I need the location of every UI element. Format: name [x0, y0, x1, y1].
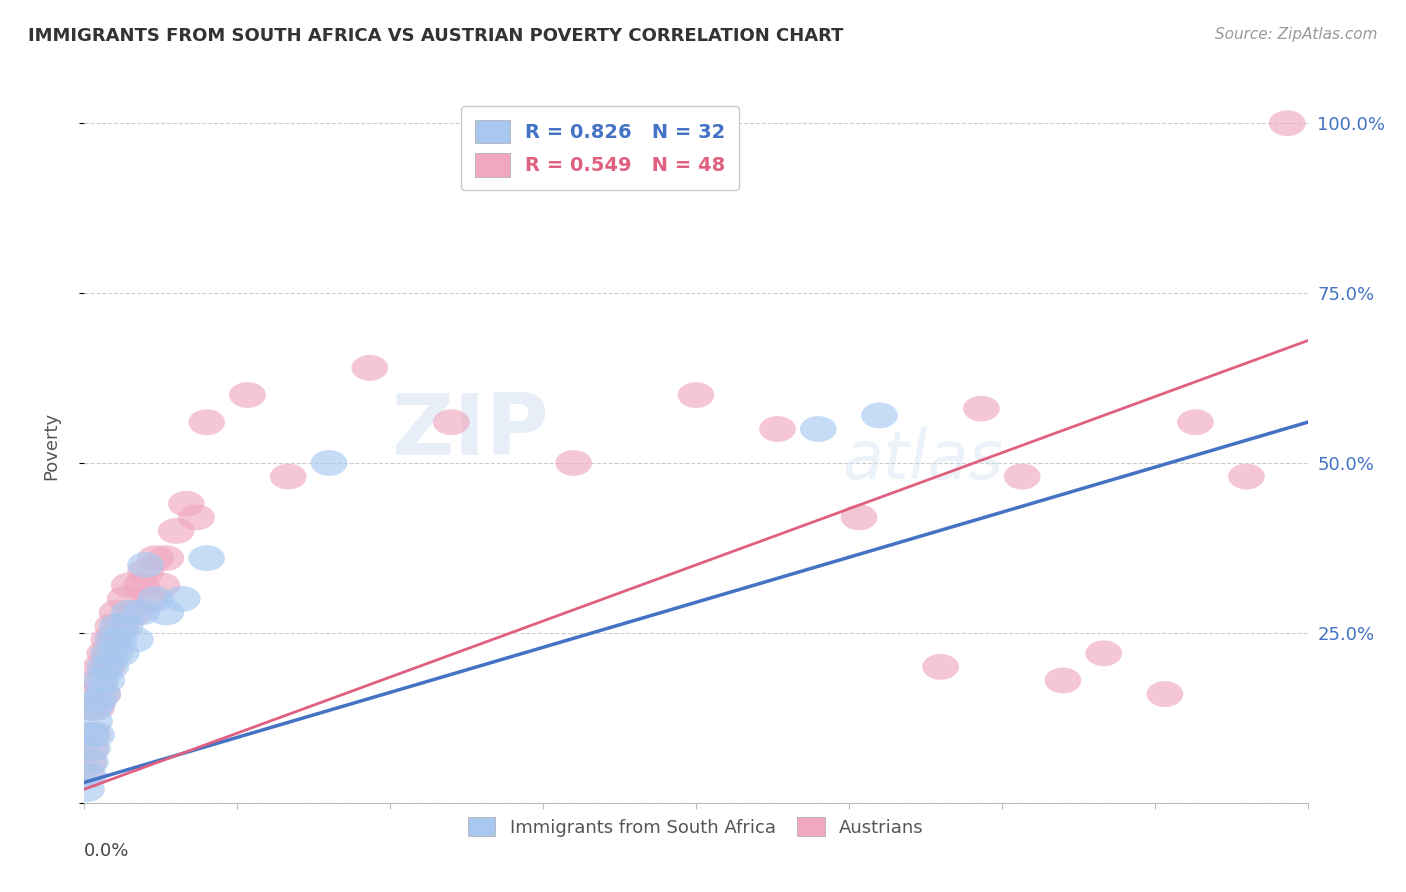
Ellipse shape — [83, 667, 120, 693]
Ellipse shape — [90, 627, 127, 653]
Ellipse shape — [98, 599, 135, 625]
Ellipse shape — [94, 613, 131, 639]
Ellipse shape — [93, 654, 129, 680]
Ellipse shape — [165, 586, 201, 612]
Ellipse shape — [138, 545, 174, 571]
Text: atlas: atlas — [842, 427, 1004, 493]
Ellipse shape — [963, 396, 1000, 422]
Ellipse shape — [1045, 667, 1081, 693]
Ellipse shape — [80, 667, 117, 693]
Ellipse shape — [555, 450, 592, 476]
Ellipse shape — [860, 402, 898, 428]
Ellipse shape — [72, 695, 108, 721]
Ellipse shape — [75, 722, 111, 747]
Ellipse shape — [107, 613, 143, 639]
Ellipse shape — [76, 681, 112, 707]
Ellipse shape — [1085, 640, 1122, 666]
Ellipse shape — [1268, 111, 1306, 136]
Text: Source: ZipAtlas.com: Source: ZipAtlas.com — [1215, 27, 1378, 42]
Ellipse shape — [124, 573, 160, 599]
Ellipse shape — [179, 505, 215, 530]
Ellipse shape — [311, 450, 347, 476]
Ellipse shape — [97, 627, 134, 653]
Ellipse shape — [72, 722, 108, 747]
Ellipse shape — [433, 409, 470, 435]
Ellipse shape — [111, 599, 148, 625]
Ellipse shape — [1146, 681, 1184, 707]
Legend: Immigrants from South Africa, Austrians: Immigrants from South Africa, Austrians — [461, 809, 931, 844]
Ellipse shape — [86, 654, 124, 680]
Ellipse shape — [117, 627, 153, 653]
Ellipse shape — [148, 599, 184, 625]
Ellipse shape — [89, 667, 125, 693]
Ellipse shape — [759, 416, 796, 442]
Text: ZIP: ZIP — [391, 390, 550, 474]
Ellipse shape — [352, 355, 388, 381]
Ellipse shape — [678, 382, 714, 408]
Ellipse shape — [270, 464, 307, 490]
Ellipse shape — [76, 695, 112, 721]
Ellipse shape — [800, 416, 837, 442]
Ellipse shape — [67, 776, 105, 802]
Ellipse shape — [841, 505, 877, 530]
Ellipse shape — [94, 627, 131, 653]
Ellipse shape — [93, 640, 129, 666]
Ellipse shape — [67, 763, 105, 789]
Ellipse shape — [103, 640, 139, 666]
Ellipse shape — [1004, 464, 1040, 490]
Ellipse shape — [127, 552, 165, 578]
Ellipse shape — [111, 573, 148, 599]
Ellipse shape — [75, 736, 111, 762]
Ellipse shape — [148, 545, 184, 571]
Ellipse shape — [101, 627, 138, 653]
Ellipse shape — [70, 763, 107, 789]
Ellipse shape — [90, 640, 127, 666]
Ellipse shape — [188, 545, 225, 571]
Ellipse shape — [131, 586, 167, 612]
Ellipse shape — [124, 599, 160, 625]
Ellipse shape — [72, 749, 108, 775]
Ellipse shape — [107, 586, 143, 612]
Ellipse shape — [84, 681, 121, 707]
Ellipse shape — [229, 382, 266, 408]
Ellipse shape — [138, 586, 174, 612]
Ellipse shape — [922, 654, 959, 680]
Ellipse shape — [86, 640, 124, 666]
Ellipse shape — [79, 695, 115, 721]
Ellipse shape — [1177, 409, 1213, 435]
Ellipse shape — [83, 654, 120, 680]
Ellipse shape — [143, 573, 180, 599]
Ellipse shape — [117, 599, 153, 625]
Ellipse shape — [157, 518, 194, 544]
Ellipse shape — [167, 491, 205, 516]
Ellipse shape — [127, 558, 165, 584]
Ellipse shape — [89, 654, 125, 680]
Y-axis label: Poverty: Poverty — [42, 412, 60, 480]
Ellipse shape — [76, 708, 112, 734]
Ellipse shape — [1227, 464, 1265, 490]
Ellipse shape — [188, 409, 225, 435]
Ellipse shape — [97, 640, 134, 666]
Ellipse shape — [80, 688, 117, 714]
Ellipse shape — [98, 613, 135, 639]
Ellipse shape — [79, 722, 115, 747]
Text: 0.0%: 0.0% — [84, 842, 129, 860]
Ellipse shape — [72, 736, 108, 762]
Text: IMMIGRANTS FROM SOUTH AFRICA VS AUSTRIAN POVERTY CORRELATION CHART: IMMIGRANTS FROM SOUTH AFRICA VS AUSTRIAN… — [28, 27, 844, 45]
Ellipse shape — [84, 681, 121, 707]
Ellipse shape — [70, 749, 107, 775]
Ellipse shape — [103, 613, 139, 639]
